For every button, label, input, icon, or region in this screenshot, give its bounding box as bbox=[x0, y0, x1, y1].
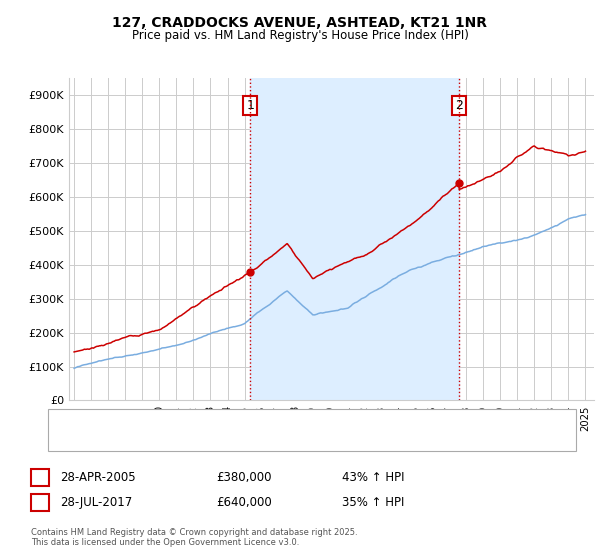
Bar bbox=[250, 78, 459, 400]
Text: 28-JUL-2017: 28-JUL-2017 bbox=[60, 496, 132, 509]
Text: 28-APR-2005: 28-APR-2005 bbox=[60, 470, 136, 484]
Text: 43% ↑ HPI: 43% ↑ HPI bbox=[342, 470, 404, 484]
Text: Price paid vs. HM Land Registry's House Price Index (HPI): Price paid vs. HM Land Registry's House … bbox=[131, 29, 469, 42]
Text: 127, CRADDOCKS AVENUE, ASHTEAD, KT21 1NR (semi-detached house): 127, CRADDOCKS AVENUE, ASHTEAD, KT21 1NR… bbox=[93, 416, 467, 426]
Text: 127, CRADDOCKS AVENUE, ASHTEAD, KT21 1NR: 127, CRADDOCKS AVENUE, ASHTEAD, KT21 1NR bbox=[113, 16, 487, 30]
Text: Contains HM Land Registry data © Crown copyright and database right 2025.
This d: Contains HM Land Registry data © Crown c… bbox=[31, 528, 358, 547]
Text: 1: 1 bbox=[36, 470, 44, 484]
Text: 2: 2 bbox=[36, 496, 44, 509]
Text: £640,000: £640,000 bbox=[216, 496, 272, 509]
Text: 35% ↑ HPI: 35% ↑ HPI bbox=[342, 496, 404, 509]
Text: £380,000: £380,000 bbox=[216, 470, 271, 484]
Text: HPI: Average price, semi-detached house, Mole Valley: HPI: Average price, semi-detached house,… bbox=[93, 434, 374, 444]
Text: 2: 2 bbox=[455, 99, 463, 112]
Text: 1: 1 bbox=[246, 99, 254, 112]
